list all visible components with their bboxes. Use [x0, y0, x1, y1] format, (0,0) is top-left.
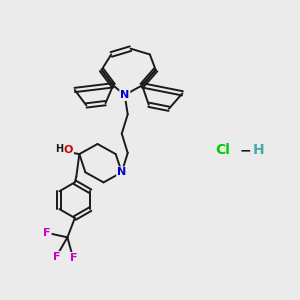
Text: N: N: [120, 90, 129, 100]
Text: O: O: [64, 145, 73, 155]
Text: Cl: Cl: [215, 143, 230, 157]
Text: H: H: [253, 143, 264, 157]
Text: F: F: [70, 253, 77, 263]
Text: N: N: [117, 167, 126, 177]
Text: F: F: [43, 228, 51, 238]
Text: F: F: [53, 252, 61, 262]
Text: −: −: [239, 143, 251, 157]
Text: H: H: [55, 144, 64, 154]
